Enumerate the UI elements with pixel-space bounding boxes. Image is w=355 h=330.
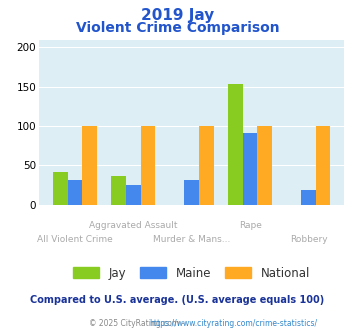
Bar: [126, 185, 141, 205]
Bar: [67, 180, 82, 205]
Bar: [111, 176, 126, 205]
Bar: [141, 126, 155, 205]
Bar: [53, 172, 67, 205]
Text: © 2025 CityRating.com -: © 2025 CityRating.com -: [89, 319, 186, 328]
Text: https://www.cityrating.com/crime-statistics/: https://www.cityrating.com/crime-statist…: [149, 319, 317, 328]
Text: Compared to U.S. average. (U.S. average equals 100): Compared to U.S. average. (U.S. average …: [31, 295, 324, 305]
Text: 2019 Jay: 2019 Jay: [141, 8, 214, 23]
Bar: [82, 126, 97, 205]
Text: Violent Crime Comparison: Violent Crime Comparison: [76, 21, 279, 35]
Bar: [301, 190, 316, 205]
Text: All Violent Crime: All Violent Crime: [37, 235, 113, 244]
Text: Robbery: Robbery: [290, 235, 327, 244]
Legend: Jay, Maine, National: Jay, Maine, National: [69, 262, 315, 284]
Bar: [184, 180, 199, 205]
Text: Rape: Rape: [239, 221, 262, 230]
Bar: [199, 126, 214, 205]
Text: Murder & Mans...: Murder & Mans...: [153, 235, 230, 244]
Bar: [257, 126, 272, 205]
Bar: [228, 84, 243, 205]
Bar: [316, 126, 331, 205]
Text: Aggravated Assault: Aggravated Assault: [89, 221, 178, 230]
Bar: [243, 133, 257, 205]
